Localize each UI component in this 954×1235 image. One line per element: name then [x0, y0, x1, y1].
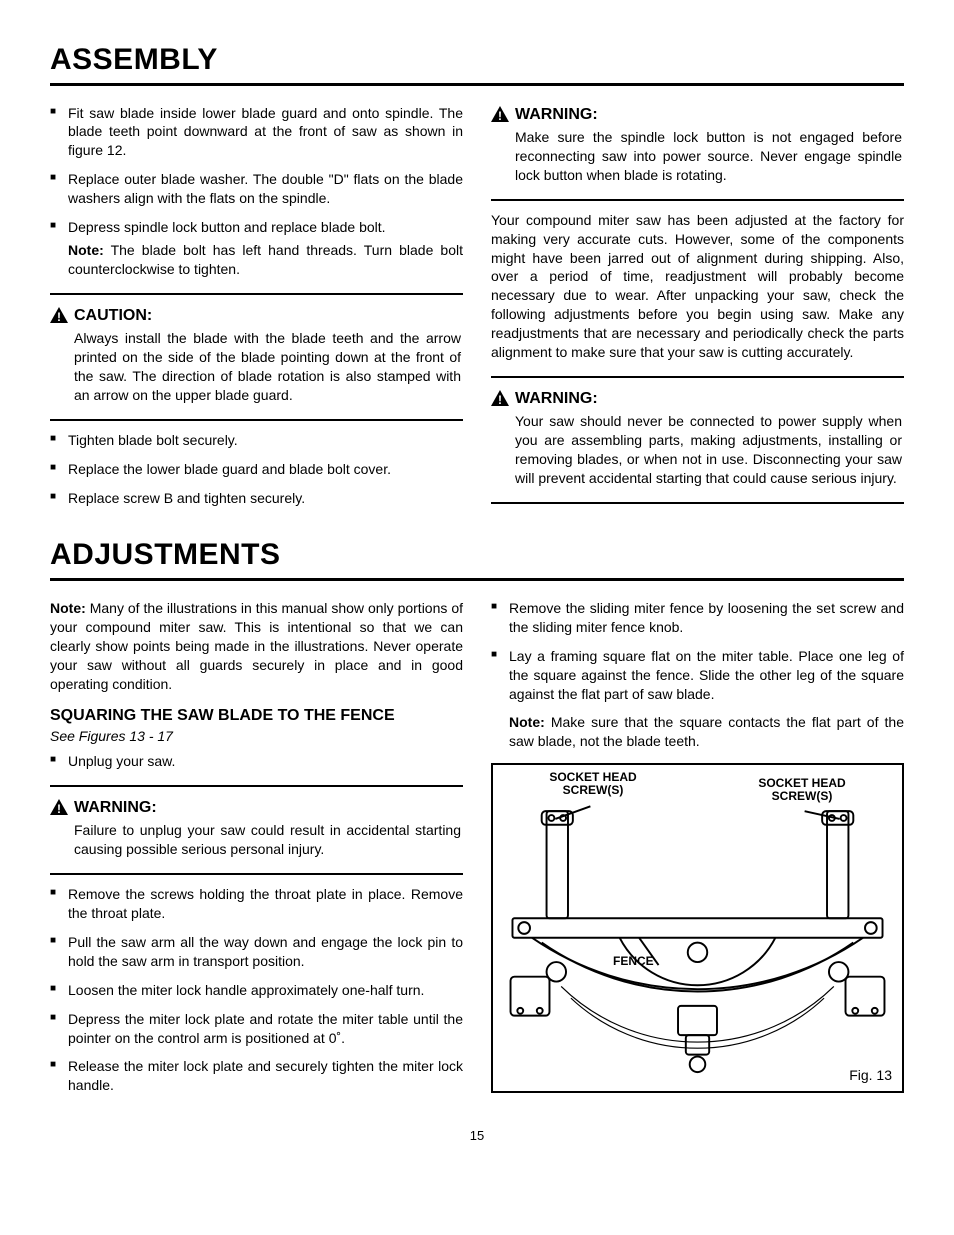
divider — [491, 502, 904, 504]
note-text: The blade bolt has left hand threads. Tu… — [68, 242, 463, 277]
adjustments-right-col: Remove the sliding miter fence by loosen… — [491, 599, 904, 1105]
warning-block-1: ! WARNING: Make sure the spindle lock bu… — [491, 104, 904, 185]
figure-label-socket-right: SOCKET HEADSCREW(S) — [742, 777, 862, 803]
list-item: Replace screw B and tighten securely. — [50, 489, 463, 508]
figure-caption: Fig. 13 — [849, 1066, 892, 1085]
figure-13: SOCKET HEADSCREW(S) SOCKET HEADSCREW(S) … — [491, 763, 904, 1093]
list-item: Pull the saw arm all the way down and en… — [50, 933, 463, 971]
warning-block-2: ! WARNING: Your saw should never be conn… — [491, 388, 904, 488]
svg-text:!: ! — [498, 393, 502, 406]
divider — [50, 419, 463, 421]
note-blade-bolt: Note: The blade bolt has left hand threa… — [68, 241, 463, 279]
list-item: Loosen the miter lock handle approximate… — [50, 981, 463, 1000]
warning-text: Failure to unplug your saw could result … — [74, 821, 463, 859]
warning-title: WARNING: — [74, 797, 463, 819]
list-item: Replace outer blade washer. The double "… — [50, 170, 463, 208]
page-number: 15 — [50, 1127, 904, 1145]
subheading-squaring: SQUARING THE SAW BLADE TO THE FENCE — [50, 705, 463, 727]
divider — [50, 873, 463, 875]
list-item: Lay a framing square flat on the miter t… — [491, 647, 904, 751]
alert-triangle-icon: ! — [50, 799, 68, 820]
warning-block-unplug: ! WARNING: Failure to unplug your saw co… — [50, 797, 463, 859]
list-item: Tighten blade bolt securely. — [50, 431, 463, 450]
svg-text:!: ! — [498, 109, 502, 122]
note-label: Note: — [509, 714, 545, 730]
section-heading-assembly: ASSEMBLY — [50, 40, 904, 86]
alert-triangle-icon: ! — [491, 390, 509, 411]
assembly-right-col: ! WARNING: Make sure the spindle lock bu… — [491, 104, 904, 518]
warning-text: Your saw should never be connected to po… — [515, 412, 904, 488]
list-item: Depress spindle lock button and replace … — [50, 218, 463, 279]
assembly-list-b: Tighten blade bolt securely. Replace the… — [50, 431, 463, 508]
list-item-text: Depress spindle lock button and replace … — [68, 219, 386, 235]
assembly-columns: Fit saw blade inside lower blade guard a… — [50, 104, 904, 518]
adjustments-note: Note: Many of the illustrations in this … — [50, 599, 463, 693]
adj-list-b: Remove the screws holding the throat pla… — [50, 885, 463, 1095]
assembly-list-a: Fit saw blade inside lower blade guard a… — [50, 104, 463, 279]
adj-list-a: Unplug your saw. — [50, 752, 463, 771]
list-item: Unplug your saw. — [50, 752, 463, 771]
alert-triangle-icon: ! — [491, 106, 509, 127]
list-item: Remove the screws holding the throat pla… — [50, 885, 463, 923]
list-item: Replace the lower blade guard and blade … — [50, 460, 463, 479]
adj-right-list: Remove the sliding miter fence by loosen… — [491, 599, 904, 751]
figure-label-socket-left: SOCKET HEADSCREW(S) — [533, 771, 653, 797]
adjustments-columns: Note: Many of the illustrations in this … — [50, 599, 904, 1105]
alert-triangle-icon: ! — [50, 307, 68, 328]
adjustments-left-col: Note: Many of the illustrations in this … — [50, 599, 463, 1105]
factory-adjustment-para: Your compound miter saw has been adjuste… — [491, 211, 904, 362]
warning-text: Make sure the spindle lock button is not… — [515, 128, 904, 185]
list-item-text: Lay a framing square flat on the miter t… — [509, 648, 904, 702]
miter-saw-diagram-icon — [493, 765, 902, 1091]
figure-label-fence: FENCE — [613, 955, 654, 968]
list-item: Remove the sliding miter fence by loosen… — [491, 599, 904, 637]
divider — [50, 785, 463, 787]
caution-title: CAUTION: — [74, 305, 463, 327]
divider — [491, 376, 904, 378]
list-item: Depress the miter lock plate and rotate … — [50, 1010, 463, 1048]
svg-text:!: ! — [57, 802, 61, 815]
note-text: Make sure that the square contacts the f… — [509, 714, 904, 749]
list-item: Fit saw blade inside lower blade guard a… — [50, 104, 463, 161]
note-text: Many of the illustrations in this manual… — [50, 600, 463, 692]
section-heading-adjustments: ADJUSTMENTS — [50, 535, 904, 581]
note-label: Note: — [68, 242, 104, 258]
divider — [491, 199, 904, 201]
note-label: Note: — [50, 600, 86, 616]
note-square-contact: Note: Make sure that the square contacts… — [509, 713, 904, 751]
figure-reference: See Figures 13 - 17 — [50, 727, 463, 746]
svg-text:!: ! — [57, 310, 61, 323]
caution-text: Always install the blade with the blade … — [74, 329, 463, 405]
assembly-left-col: Fit saw blade inside lower blade guard a… — [50, 104, 463, 518]
warning-title: WARNING: — [515, 388, 904, 410]
divider — [50, 293, 463, 295]
caution-block: ! CAUTION: Always install the blade with… — [50, 305, 463, 405]
list-item: Release the miter lock plate and securel… — [50, 1057, 463, 1095]
warning-title: WARNING: — [515, 104, 904, 126]
